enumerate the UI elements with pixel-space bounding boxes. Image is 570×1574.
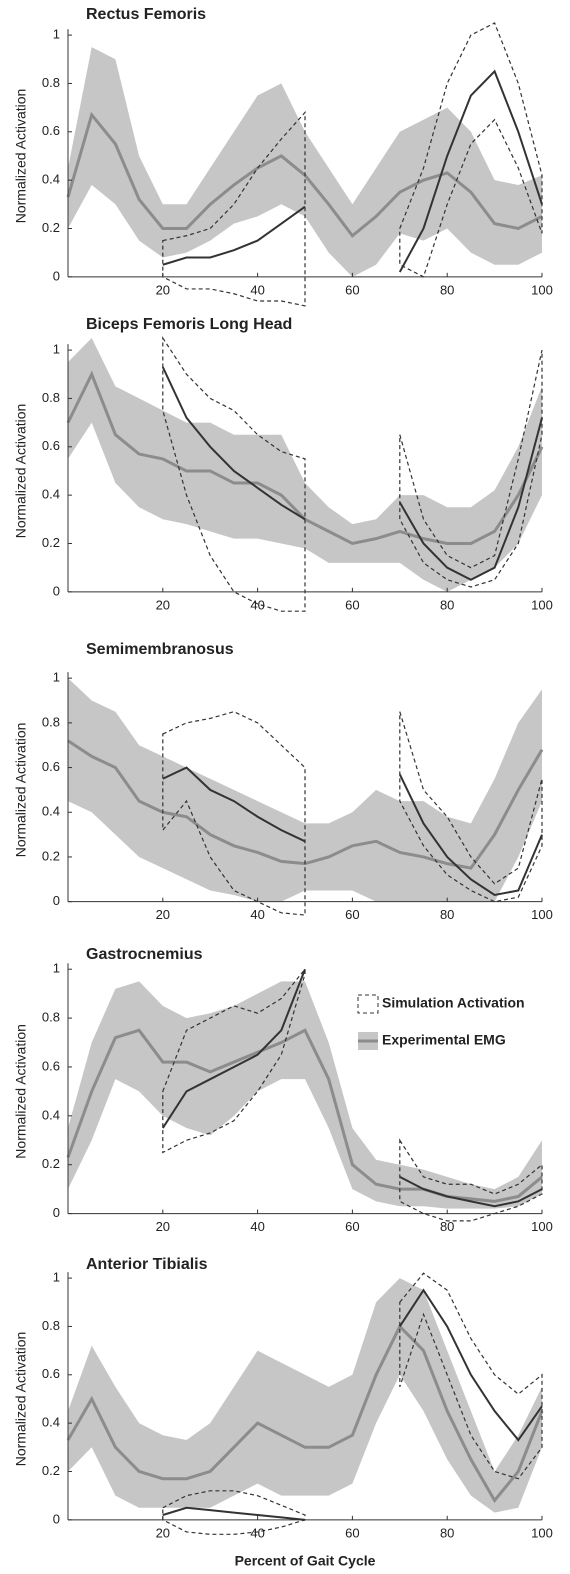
x-tick-label: 40 — [250, 597, 264, 612]
emg-mean-line — [66, 1028, 543, 1203]
simulation-bounds — [162, 711, 306, 916]
x-tick-label: 60 — [345, 282, 359, 297]
emg-band — [68, 1278, 542, 1513]
x-tick-label: 100 — [531, 907, 553, 922]
y-tick-label: 0.2 — [42, 535, 60, 550]
y-tick-label: 0 — [53, 893, 60, 908]
y-tick-label: 1 — [53, 27, 60, 42]
y-tick-label: 0.2 — [42, 1463, 60, 1478]
simulation-bounds — [162, 335, 306, 612]
y-tick-label: 1 — [53, 670, 60, 685]
y-tick-label: 0.8 — [42, 714, 60, 729]
y-tick-label: 0.2 — [42, 848, 60, 863]
simulation-line — [162, 205, 306, 266]
simulation-line — [161, 366, 306, 521]
simulation-line — [398, 417, 543, 581]
x-tick-label: 40 — [250, 1525, 264, 1540]
x-tick-label: 60 — [345, 597, 359, 612]
x-tick-label: 20 — [156, 1219, 170, 1234]
y-tick-label: 0.6 — [42, 438, 60, 453]
y-axis-title: Normalized Activation — [13, 723, 29, 858]
y-tick-label: 0.8 — [42, 1010, 60, 1025]
y-tick-label: 0 — [53, 268, 60, 283]
legend-label: Simulation Activation — [382, 995, 525, 1011]
y-tick-label: 0.4 — [42, 1415, 60, 1430]
x-tick-label: 60 — [345, 1525, 359, 1540]
y-tick-label: 0.8 — [42, 1318, 60, 1333]
simulation-line — [398, 773, 543, 897]
panel-title: Anterior Tibialis — [86, 1256, 208, 1273]
simulation-line — [399, 1176, 543, 1208]
y-tick-label: 0.6 — [42, 759, 60, 774]
y-axis-title: Normalized Activation — [13, 404, 29, 539]
panel: Rectus Femoris Normalized Activation 0 0.2 0… — [13, 6, 553, 307]
simulation-line — [398, 1288, 543, 1442]
x-tick-label: 80 — [440, 1525, 454, 1540]
panel: Biceps Femoris Long Head Normalized Activ… — [13, 316, 553, 612]
panel: Gastrocnemius Normalized Activation 0 0.2 0.… — [13, 946, 553, 1234]
y-tick-label: 0.8 — [42, 75, 60, 90]
y-tick-label: 0 — [53, 1511, 60, 1526]
y-tick-label: 0.6 — [42, 1366, 60, 1381]
y-tick-label: 1 — [53, 342, 60, 357]
simulation-bounds — [399, 349, 543, 588]
x-tick-label: 20 — [156, 282, 170, 297]
simulation-bounds — [399, 1272, 543, 1480]
x-tick-label: 40 — [250, 1219, 264, 1234]
y-tick-label: 0 — [53, 583, 60, 598]
simulation-line — [398, 69, 543, 273]
x-tick-label: 100 — [531, 1525, 553, 1540]
x-tick-label: 40 — [250, 907, 264, 922]
y-tick-label: 0.6 — [42, 1058, 60, 1073]
simulation-bounds — [399, 711, 543, 903]
legend-swatch — [357, 994, 379, 1014]
y-tick-label: 0.6 — [42, 123, 60, 138]
legend-label: Experimental EMG — [382, 1032, 506, 1048]
y-tick-label: 1 — [53, 1270, 60, 1285]
panel-title: Semimembranosus — [86, 641, 234, 658]
simulation-line — [162, 1506, 306, 1521]
x-tick-label: 60 — [345, 1219, 359, 1234]
y-tick-label: 0 — [53, 1205, 60, 1220]
simulation-line — [162, 766, 306, 843]
panel: Anterior Tibialis Normalized Activation Pe… — [13, 1256, 553, 1568]
x-tick-label: 80 — [440, 597, 454, 612]
y-tick-label: 0.4 — [42, 1107, 60, 1122]
x-tick-label: 80 — [440, 1219, 454, 1234]
simulation-bounds — [399, 22, 543, 278]
x-axis-title: Percent of Gait Cycle — [235, 1553, 376, 1569]
y-tick-label: 0.8 — [42, 390, 60, 405]
simulation-bounds — [162, 110, 306, 307]
x-tick-label: 60 — [345, 907, 359, 922]
simulation-line — [161, 968, 306, 1129]
y-tick-label: 0.4 — [42, 804, 60, 819]
x-tick-label: 80 — [440, 282, 454, 297]
emg-mean-line — [66, 1323, 544, 1504]
emg-band — [68, 338, 542, 592]
emg-band — [68, 981, 542, 1209]
panel: Semimembranosus Normalized Activation 0 0.2… — [13, 641, 553, 922]
x-tick-label: 100 — [531, 1219, 553, 1234]
panel-title: Biceps Femoris Long Head — [86, 316, 292, 333]
y-axis-title: Normalized Activation — [13, 89, 29, 224]
y-tick-label: 0.4 — [42, 487, 60, 502]
panel-title: Gastrocnemius — [86, 946, 203, 963]
y-tick-label: 0.2 — [42, 220, 60, 235]
x-tick-label: 100 — [531, 282, 553, 297]
x-tick-label: 100 — [531, 597, 553, 612]
x-tick-label: 20 — [156, 597, 170, 612]
simulation-bounds — [399, 1138, 543, 1222]
x-tick-label: 20 — [156, 1525, 170, 1540]
x-tick-label: 20 — [156, 907, 170, 922]
y-axis-title: Normalized Activation — [13, 1332, 29, 1467]
x-tick-label: 80 — [440, 907, 454, 922]
y-axis-title: Normalized Activation — [13, 1024, 29, 1159]
panel-title: Rectus Femoris — [86, 6, 206, 23]
y-tick-label: 0.4 — [42, 172, 60, 187]
x-tick-label: 40 — [250, 282, 264, 297]
y-tick-label: 1 — [53, 961, 60, 976]
simulation-bounds — [162, 967, 306, 1154]
y-tick-label: 0.2 — [42, 1156, 60, 1171]
